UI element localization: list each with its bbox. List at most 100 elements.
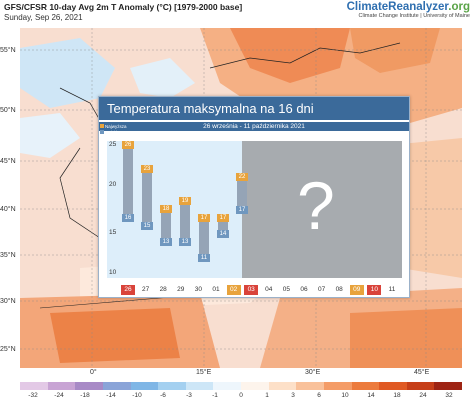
widget-date-range: 26 września - 11 października 2021: [203, 123, 305, 130]
lon-label: 45°E: [414, 369, 430, 376]
temperature-bar[interactable]: [180, 197, 190, 246]
color-scale-swatch: [20, 382, 48, 390]
legend-label: Najniższa: [105, 129, 125, 135]
legend-swatch: [100, 130, 104, 134]
color-scale-label: 14: [367, 392, 375, 399]
day-label[interactable]: 08: [335, 286, 343, 293]
max-value-label: 17: [217, 213, 229, 222]
lon-label: 0°: [90, 369, 97, 376]
color-scale-label: -6: [160, 392, 166, 399]
day-label[interactable]: 05: [282, 286, 290, 293]
color-scale-label: 32: [445, 392, 453, 399]
temperature-bar[interactable]: [237, 173, 247, 214]
max-value-label: 26: [122, 141, 134, 149]
color-scale-swatch: [75, 382, 103, 390]
map-title: GFS/CFSR 10-day Avg 2m T Anomaly (°C) [1…: [4, 2, 243, 12]
day-label[interactable]: 29: [177, 286, 185, 293]
color-scale-swatch: [185, 382, 214, 390]
brand-name: ClimateReanalyzer.org: [346, 1, 470, 13]
color-scale-label: -32: [28, 392, 38, 399]
temperature-bar[interactable]: [161, 205, 171, 246]
temperature-bar[interactable]: [218, 213, 228, 238]
color-scale-label: 18: [393, 392, 401, 399]
min-value-label: 11: [198, 253, 210, 262]
day-label[interactable]: 02: [226, 285, 241, 295]
min-value-label: 13: [179, 237, 191, 246]
color-scale-swatch: [351, 382, 380, 390]
day-label[interactable]: 03: [244, 285, 259, 295]
min-value-label: 13: [160, 237, 172, 246]
color-scale-label: -18: [80, 392, 90, 399]
color-scale-label: -24: [54, 392, 64, 399]
day-label[interactable]: 10: [367, 285, 382, 295]
max-value-label: 22: [236, 173, 248, 182]
day-label[interactable]: 27: [141, 286, 150, 293]
lat-label: 55°N: [0, 47, 16, 54]
forecast-widget[interactable]: Temperatura maksymalna na 16 dni 26 wrze…: [98, 96, 410, 298]
brand-subtitle: Climate Change Institute | University of…: [358, 13, 470, 19]
y-tick-label: 15: [109, 229, 117, 236]
legend-item-min: Najniższa: [100, 129, 127, 135]
color-scale-swatch: [406, 382, 435, 390]
max-value-label: 23: [141, 165, 153, 174]
temperature-bar[interactable]: [199, 213, 209, 262]
day-label[interactable]: 30: [194, 286, 202, 293]
color-scale-swatch: [434, 382, 462, 390]
color-scale-swatch: [241, 382, 269, 390]
color-scale-swatch: [213, 382, 241, 390]
color-scale-label: -3: [186, 392, 192, 399]
legend-item-max: Najwyższa: [100, 123, 127, 129]
color-scale-label: 6: [317, 392, 321, 399]
lat-label: 25°N: [0, 346, 16, 353]
day-label[interactable]: 07: [317, 286, 326, 293]
map-date: Sunday, Sep 26, 2021: [4, 13, 83, 22]
lon-label: 30°E: [305, 369, 321, 376]
color-scale-label: 1: [265, 392, 269, 399]
y-tick-label: 20: [109, 181, 117, 188]
lat-label: 50°N: [0, 107, 16, 114]
day-label[interactable]: 06: [300, 286, 308, 293]
lat-label: 30°N: [0, 298, 16, 305]
question-mark-icon: ?: [297, 168, 335, 244]
color-scale-swatch: [323, 382, 352, 390]
max-value-label: 18: [160, 205, 172, 214]
day-label[interactable]: 11: [388, 286, 396, 293]
day-label[interactable]: 01: [212, 286, 220, 293]
lon-label: 15°E: [196, 369, 212, 376]
lat-label: 45°N: [0, 158, 16, 165]
min-value-label: 16: [122, 213, 134, 222]
y-tick-label: 10: [109, 269, 117, 276]
color-scale-label: -10: [132, 392, 142, 399]
color-scale-labels: -32 -24 -18 -14 -10 -6 -3 -1 0 1 3 6 10 14 18 24 32: [20, 392, 462, 402]
color-scale-swatch: [158, 382, 186, 390]
day-label[interactable]: 04: [265, 286, 273, 293]
chart-legend: Najwyższa Najniższa: [100, 123, 127, 135]
color-scale-swatch: [130, 382, 159, 390]
day-label[interactable]: 28: [159, 286, 167, 293]
day-label[interactable]: 26: [121, 285, 135, 295]
day-label[interactable]: 09: [349, 285, 364, 295]
brand-logo[interactable]: ClimateReanalyzer.org Climate Change Ins…: [347, 1, 470, 19]
color-scale-bar: [20, 382, 462, 390]
lat-label: 35°N: [0, 252, 16, 259]
color-scale-label: -14: [106, 392, 116, 399]
unknown-forecast-area: [242, 141, 402, 278]
max-value-label: 17: [198, 213, 210, 222]
widget-date-bar: 26 września - 11 października 2021: [99, 122, 409, 131]
lat-label: 40°N: [0, 206, 16, 213]
color-scale-swatch: [296, 382, 324, 390]
widget-header: Temperatura maksymalna na 16 dni: [99, 97, 409, 120]
color-scale-label: 10: [341, 392, 349, 399]
widget-title: Temperatura maksymalna na 16 dni: [107, 101, 314, 116]
temperature-bar[interactable]: [123, 141, 133, 222]
max-value-label: 19: [179, 197, 191, 206]
color-scale-swatch: [102, 382, 131, 390]
min-value-label: 14: [217, 229, 229, 238]
min-value-label: 15: [141, 221, 153, 230]
temperature-bar[interactable]: [142, 165, 152, 230]
color-scale-swatch: [268, 382, 297, 390]
color-scale-label: 24: [419, 392, 427, 399]
color-scale-swatch: [47, 382, 76, 390]
map-header: GFS/CFSR 10-day Avg 2m T Anomaly (°C) [1…: [0, 0, 474, 26]
color-scale-label: -1: [212, 392, 218, 399]
